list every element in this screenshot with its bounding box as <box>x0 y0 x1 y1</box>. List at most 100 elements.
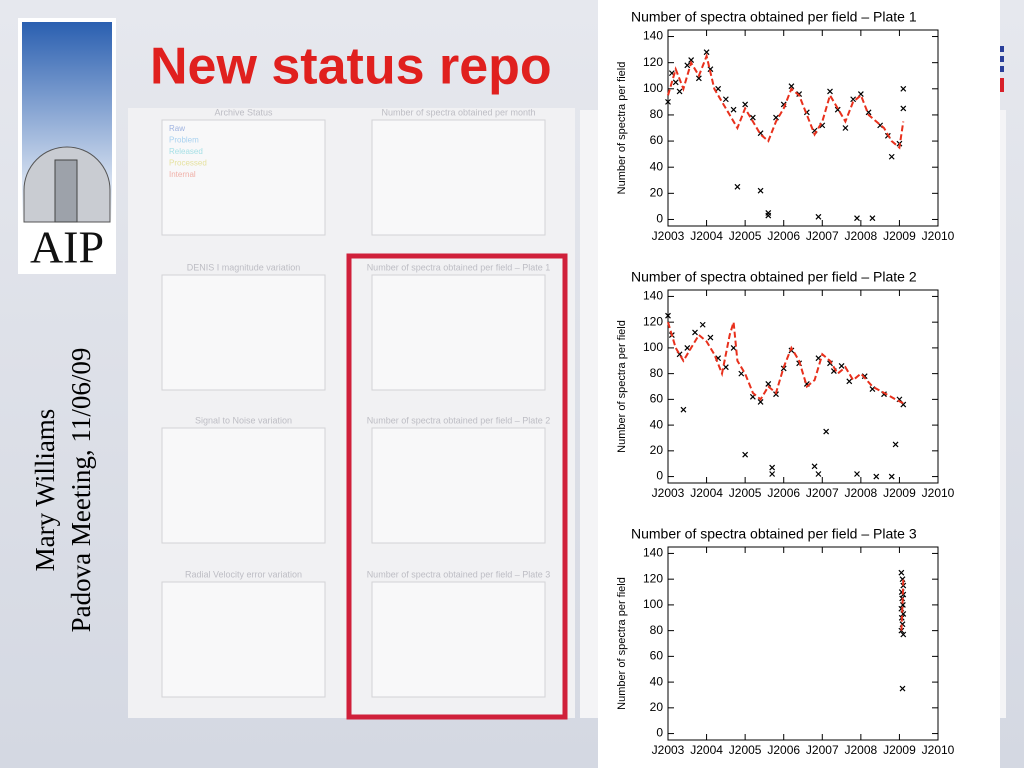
data-point <box>827 88 833 95</box>
y-tick-label: 20 <box>650 443 664 457</box>
data-point <box>869 215 876 222</box>
data-point <box>715 85 722 92</box>
x-tick-label: J2009 <box>883 486 916 500</box>
y-tick-label: 80 <box>650 366 664 380</box>
data-point <box>665 98 671 105</box>
faded-legend: Released <box>169 147 203 156</box>
logo-slit <box>54 159 78 223</box>
data-point <box>773 391 779 398</box>
x-tick-label: J2003 <box>652 486 685 500</box>
data-point <box>873 473 880 480</box>
data-point <box>815 213 822 220</box>
logo: AIP <box>18 18 116 274</box>
data-point <box>749 114 756 121</box>
data-point <box>854 215 860 222</box>
x-tick-label: J2006 <box>767 229 800 243</box>
data-point <box>811 463 818 470</box>
x-tick-label: J2008 <box>845 486 878 500</box>
data-point <box>676 88 683 95</box>
x-tick-label: J2003 <box>652 229 685 243</box>
data-point <box>850 96 857 103</box>
x-tick-label: J2010 <box>922 229 955 243</box>
faded-frame <box>371 274 546 391</box>
data-point <box>688 57 695 63</box>
faded-frame <box>371 119 546 236</box>
x-tick-label: J2009 <box>883 229 916 243</box>
data-point <box>742 101 749 108</box>
chart-title: Number of spectra obtained per field – P… <box>631 526 917 542</box>
y-tick-label: 60 <box>650 133 664 147</box>
trend-line <box>667 52 905 150</box>
x-tick-label: J2010 <box>922 486 955 500</box>
data-point <box>869 386 876 392</box>
y-tick-label: 120 <box>643 571 663 585</box>
data-point <box>765 212 772 219</box>
x-tick-label: J2003 <box>652 743 685 757</box>
faded-frame <box>161 581 326 698</box>
highlight-box <box>346 253 568 720</box>
y-tick-label: 0 <box>656 212 663 226</box>
x-tick-label: J2007 <box>806 229 839 243</box>
data-point <box>834 106 841 113</box>
data-point <box>796 91 803 97</box>
data-point <box>769 464 776 471</box>
y-tick-label: 140 <box>643 29 663 43</box>
data-point <box>788 83 795 90</box>
y-tick-label: 100 <box>643 81 663 95</box>
faded-title: DENIS I magnitude variation <box>187 262 301 272</box>
author: Mary Williams <box>30 409 60 572</box>
x-tick-label: J2009 <box>883 743 916 757</box>
data-point <box>899 685 906 692</box>
chart-title: Number of spectra obtained per field – P… <box>631 269 917 285</box>
data-point <box>672 79 679 86</box>
data-point <box>757 187 764 194</box>
meeting: Padova Meeting, 11/06/09 <box>66 348 96 633</box>
faded-legend: Processed <box>169 159 207 168</box>
faded-title: Radial Velocity error variation <box>185 569 302 579</box>
y-tick-label: 40 <box>650 674 664 688</box>
data-point <box>898 569 905 576</box>
faded-frame <box>161 119 326 236</box>
plot-frame <box>667 289 939 484</box>
faded-frame <box>161 274 326 391</box>
data-point <box>757 399 764 405</box>
y-tick-label: 120 <box>643 314 663 328</box>
x-tick-label: J2006 <box>767 743 800 757</box>
logo-text: AIP <box>30 222 104 273</box>
data-point <box>769 471 776 477</box>
y-tick-label: 80 <box>650 107 664 121</box>
y-tick-label: 0 <box>656 469 663 483</box>
faded-title: Number of spectra obtained per field – P… <box>367 569 551 579</box>
y-tick-label: 40 <box>650 417 664 431</box>
faded-title: Signal to Noise variation <box>195 415 292 425</box>
slide-title: New status repo <box>150 38 552 96</box>
x-tick-label: J2008 <box>845 229 878 243</box>
x-tick-label: J2008 <box>845 743 878 757</box>
trend-line <box>667 321 904 405</box>
y-tick-label: 140 <box>643 546 663 560</box>
y-tick-label: 20 <box>650 186 664 200</box>
x-tick-label: J2004 <box>690 743 723 757</box>
faded-frame <box>371 581 546 698</box>
faded-title: Number of spectra obtained per field – P… <box>367 262 551 272</box>
data-point <box>900 105 907 112</box>
data-point <box>900 631 907 638</box>
faded-title: Archive Status <box>214 107 273 117</box>
data-point <box>734 183 741 190</box>
y-tick-label: 80 <box>650 623 664 637</box>
data-point <box>742 451 749 458</box>
data-point <box>888 473 895 480</box>
x-tick-label: J2004 <box>690 229 723 243</box>
faded-legend: Problem <box>169 136 199 145</box>
data-point <box>692 329 698 336</box>
data-point <box>842 125 849 131</box>
data-point <box>699 321 706 328</box>
y-tick-label: 120 <box>643 55 663 69</box>
data-point <box>888 153 895 160</box>
faded-title: Number of spectra obtained per month <box>381 107 535 117</box>
faded-charts: Archive Status Raw Problem Released Processe… <box>161 107 551 698</box>
x-tick-label: J2007 <box>806 743 839 757</box>
x-tick-label: J2004 <box>690 486 723 500</box>
faded-frame <box>161 427 326 544</box>
data-point <box>898 627 905 634</box>
